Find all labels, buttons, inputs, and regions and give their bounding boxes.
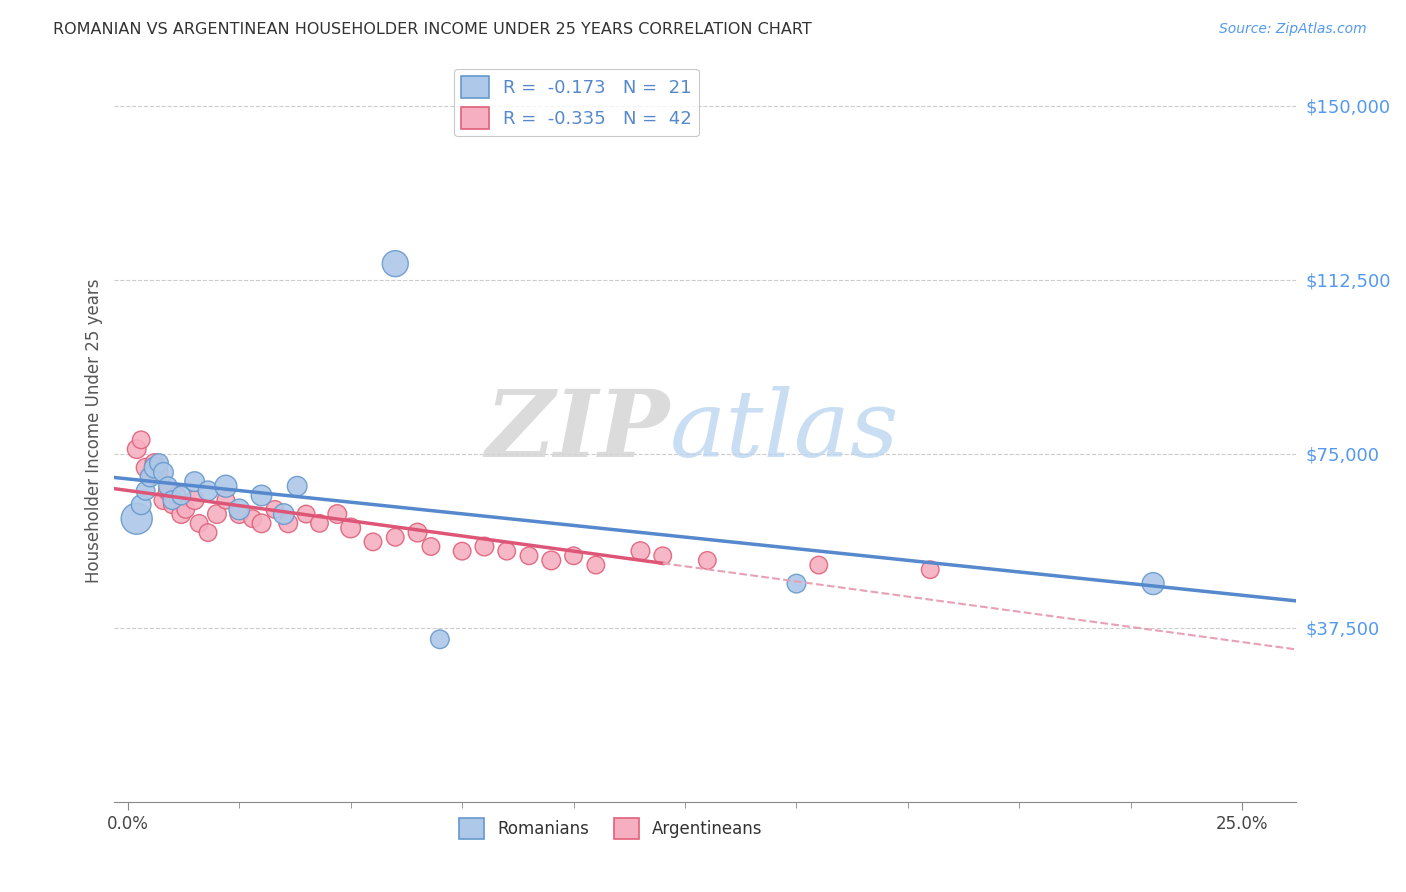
Point (326, 507, 349, 521)
Point (197, 483, 219, 498)
Point (651, 549, 673, 563)
Point (129, 433, 152, 447)
Text: ROMANIAN VS ARGENTINEAN HOUSEHOLDER INCOME UNDER 25 YEARS CORRELATION CHART: ROMANIAN VS ARGENTINEAN HOUSEHOLDER INCO… (53, 22, 813, 37)
Point (308, 516, 330, 531)
Point (562, 549, 585, 563)
Point (183, 493, 205, 508)
Point (285, 479, 308, 493)
Point (188, 516, 211, 531)
Point (148, 456, 170, 470)
Point (215, 493, 238, 508)
Point (139, 470, 162, 484)
Point (540, 553, 562, 567)
Point (696, 553, 718, 567)
Point (384, 530, 406, 544)
Point (197, 525, 219, 540)
Point (419, 540, 441, 554)
Point (152, 466, 174, 480)
Point (174, 502, 197, 516)
Point (125, 511, 148, 525)
Point (143, 460, 166, 475)
Point (1142, 576, 1164, 591)
Legend: Romanians, Argentineans: Romanians, Argentineans (451, 812, 769, 846)
Text: Source: ZipAtlas.com: Source: ZipAtlas.com (1219, 22, 1367, 37)
Point (148, 466, 170, 480)
Point (585, 558, 607, 572)
Point (451, 544, 474, 558)
Point (125, 442, 148, 457)
Point (162, 493, 184, 508)
Text: ZIP: ZIP (485, 385, 669, 475)
Point (139, 470, 162, 484)
Point (228, 507, 250, 521)
Text: atlas: atlas (669, 385, 900, 475)
Point (264, 502, 287, 516)
Point (277, 516, 299, 531)
Point (517, 549, 540, 563)
Y-axis label: Householder Income Under 25 years: Householder Income Under 25 years (86, 278, 103, 582)
Point (785, 576, 807, 591)
Point (135, 460, 157, 475)
Point (166, 489, 188, 503)
Point (361, 534, 384, 549)
Point (129, 498, 152, 512)
Point (429, 632, 451, 647)
Point (170, 489, 193, 503)
Point (339, 521, 361, 535)
Point (242, 511, 264, 525)
Point (250, 516, 273, 531)
Point (295, 507, 318, 521)
Point (143, 456, 166, 470)
Point (156, 479, 179, 493)
Point (228, 502, 250, 516)
Point (807, 558, 830, 572)
Point (162, 498, 184, 512)
Point (156, 483, 179, 498)
Point (205, 507, 228, 521)
Point (170, 507, 193, 521)
Point (273, 507, 295, 521)
Point (920, 563, 942, 577)
Point (152, 493, 174, 508)
Point (215, 479, 238, 493)
Point (474, 540, 496, 554)
Point (384, 257, 406, 271)
Point (630, 544, 652, 558)
Point (183, 475, 205, 489)
Point (250, 489, 273, 503)
Point (406, 525, 429, 540)
Point (495, 544, 517, 558)
Point (135, 483, 157, 498)
